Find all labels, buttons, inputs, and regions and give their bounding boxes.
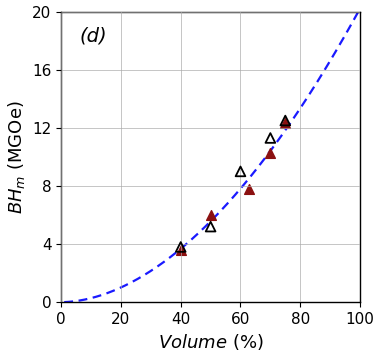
Point [246,186,252,192]
X-axis label: $\it{Volume}$ (%): $\it{Volume}$ (%) [158,333,263,352]
Y-axis label: $\it{BH_m}$ (MGOe): $\it{BH_m}$ (MGOe) [6,100,27,214]
Point [238,169,244,174]
Point [282,121,288,126]
Point [282,118,288,124]
Point [267,150,273,155]
Point [207,212,214,218]
Point [178,247,184,253]
Point [207,224,214,229]
Point [178,244,184,250]
Text: (d): (d) [79,26,107,45]
Point [267,135,273,141]
